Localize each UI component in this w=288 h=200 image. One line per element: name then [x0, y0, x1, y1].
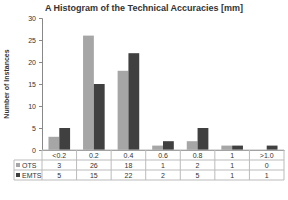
tick: 30: [28, 15, 42, 22]
series: [59, 53, 277, 150]
y-axis: 0 5 10 15 20 25 30: [28, 15, 42, 154]
category-label: <0.2: [52, 152, 66, 159]
bar: [198, 128, 209, 150]
table-value: 2: [161, 172, 165, 179]
legend-label: EMTS: [22, 172, 42, 179]
table-line: [76, 150, 77, 180]
table-line: [14, 160, 284, 161]
tick-label: 20: [28, 59, 36, 66]
tick-mark: [39, 18, 42, 19]
tick: 0: [32, 147, 42, 154]
table-line: [42, 150, 284, 151]
tick-label: 5: [32, 125, 36, 132]
table-value: 1: [161, 162, 165, 169]
category-label: 0.6: [158, 152, 168, 159]
y-axis-title: Number of Instances: [3, 49, 10, 118]
table-value: 5: [196, 172, 200, 179]
tick-label: 30: [28, 15, 36, 22]
category-label: 0.4: [124, 152, 134, 159]
tick-label: 10: [28, 103, 36, 110]
tick-mark: [39, 84, 42, 85]
table-value: 3: [57, 162, 61, 169]
tick-mark: [39, 106, 42, 107]
title: A Histogram of the Technical Accuracies …: [45, 3, 243, 13]
bar: [118, 71, 129, 150]
tick: 15: [28, 81, 42, 88]
table-line: [14, 170, 284, 171]
table-value: 1: [230, 172, 234, 179]
table-value: 15: [90, 172, 98, 179]
bars: [48, 36, 277, 150]
legend-label: OTS: [22, 162, 37, 169]
table-value: 26: [90, 162, 98, 169]
legend-swatch: [16, 163, 20, 167]
table-line: [284, 150, 285, 180]
bar: [221, 146, 232, 150]
tick-mark: [39, 128, 42, 129]
table-value: 0: [265, 162, 269, 169]
tick: 10: [28, 103, 42, 110]
table-line: [249, 150, 250, 180]
bar: [163, 141, 174, 150]
bar: [128, 53, 139, 150]
bar: [267, 146, 278, 150]
tick-label: 25: [28, 37, 36, 44]
table-value: 1: [230, 162, 234, 169]
table-value: 5: [57, 172, 61, 179]
bar: [152, 146, 163, 150]
table-line: [180, 150, 181, 180]
table-line: [214, 150, 215, 180]
bar: [59, 128, 70, 150]
table-line: [42, 150, 43, 180]
legend-swatch: [16, 173, 20, 177]
bar: [83, 36, 94, 150]
bar: [232, 146, 243, 150]
table-value: 22: [125, 172, 133, 179]
table-line: [14, 160, 15, 180]
y-axis-line: [39, 19, 43, 151]
category-label: 1: [230, 152, 234, 159]
data-table: <0.20.20.40.60.81>1.0OTS326181210EMTS515…: [14, 150, 284, 180]
bar: [48, 137, 59, 150]
table-line: [111, 150, 112, 180]
table-value: 18: [125, 162, 133, 169]
tick-mark: [39, 40, 42, 41]
table-value: 2: [196, 162, 200, 169]
chart: A Histogram of the Technical Accuracies …: [0, 0, 288, 200]
tick: 5: [32, 125, 42, 132]
series: [48, 36, 232, 150]
category-label: 0.8: [193, 152, 203, 159]
tick-label: 0: [32, 147, 36, 154]
bar: [94, 84, 105, 150]
plot: 0 5 10 15 20 25 30: [28, 15, 284, 154]
table-line: [14, 180, 284, 181]
category-label: 0.2: [89, 152, 99, 159]
tick: 25: [28, 37, 42, 44]
tick-label: 15: [28, 81, 36, 88]
bar: [187, 141, 198, 150]
table-value: 1: [265, 172, 269, 179]
tick: 20: [28, 59, 42, 66]
category-label: >1.0: [260, 152, 274, 159]
tick-mark: [39, 62, 42, 63]
table-line: [145, 150, 146, 180]
